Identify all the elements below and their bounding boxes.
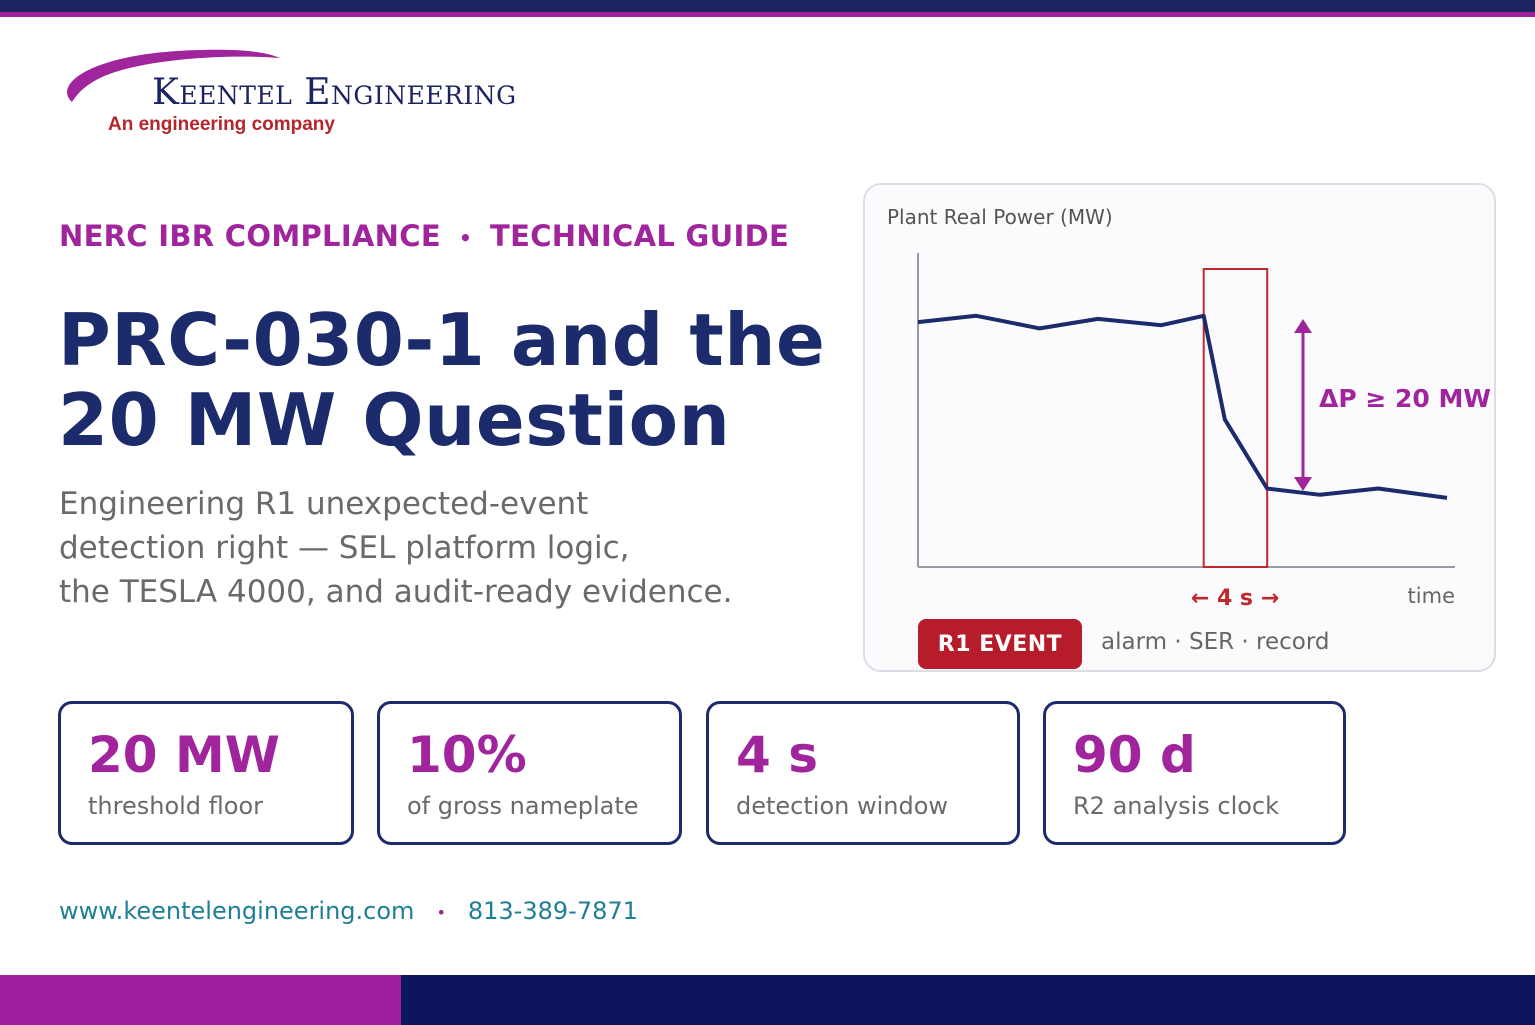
stat-card-analysis-clock: 90 d R2 analysis clock bbox=[1043, 701, 1346, 845]
stat-card-window: 4 s detection window bbox=[706, 701, 1020, 845]
detection-window-box bbox=[1202, 268, 1269, 568]
x-axis-label: time bbox=[1408, 584, 1455, 608]
power-chart: ΔP ≥ 20 MW ← 4 s → time bbox=[917, 253, 1491, 611]
page-title: PRC-030-1 and the 20 MW Question bbox=[58, 300, 838, 460]
logo-tagline: An engineering company bbox=[108, 114, 335, 135]
power-chart-card: Plant Real Power (MW) ΔP ≥ 20 MW ← 4 s →… bbox=[863, 183, 1496, 672]
logo-swoosh-icon bbox=[67, 49, 281, 102]
eyebrow-category: NERC IBR COMPLIANCE bbox=[59, 219, 441, 253]
subtitle-line-3: the TESLA 4000, and audit-ready evidence… bbox=[59, 574, 733, 610]
eyebrow-separator: • bbox=[458, 226, 473, 250]
company-logo[interactable]: Keentel Engineering An engineering compa… bbox=[52, 44, 612, 144]
logo-wordmark: Keentel Engineering bbox=[152, 72, 517, 113]
stat-value: 20 MW bbox=[88, 726, 280, 784]
top-accent-bar bbox=[0, 0, 1535, 12]
stat-value: 10% bbox=[407, 726, 527, 784]
event-actions-note: alarm · SER · record bbox=[1101, 629, 1330, 655]
r1-event-badge: R1 EVENT bbox=[918, 619, 1082, 669]
page-subtitle: Engineering R1 unexpected-event detectio… bbox=[59, 482, 819, 614]
bottom-accent-purple bbox=[0, 975, 401, 1025]
delta-label: ΔP ≥ 20 MW bbox=[1319, 384, 1491, 413]
window-label: ← 4 s → bbox=[1191, 586, 1279, 611]
stat-label: of gross nameplate bbox=[407, 792, 639, 820]
chart-title: Plant Real Power (MW) bbox=[887, 205, 1113, 229]
eyebrow-type: TECHNICAL GUIDE bbox=[490, 219, 790, 253]
phone-number[interactable]: 813-389-7871 bbox=[467, 897, 638, 925]
page-title-line-2: 20 MW Question bbox=[58, 378, 731, 462]
stat-label: R2 analysis clock bbox=[1073, 792, 1280, 820]
subtitle-line-2: detection right — SEL platform logic, bbox=[59, 530, 630, 566]
stat-card-threshold: 20 MW threshold floor bbox=[58, 701, 354, 845]
bottom-accent-navy bbox=[401, 975, 1535, 1025]
stat-card-nameplate: 10% of gross nameplate bbox=[377, 701, 682, 845]
eyebrow-label: NERC IBR COMPLIANCE • TECHNICAL GUIDE bbox=[59, 219, 789, 253]
stat-label: detection window bbox=[736, 792, 949, 820]
stat-label: threshold floor bbox=[88, 792, 264, 820]
stat-value: 90 d bbox=[1073, 726, 1196, 784]
delta-arrow bbox=[1294, 319, 1312, 491]
power-series-line bbox=[917, 313, 1448, 500]
page-title-line-1: PRC-030-1 and the bbox=[58, 298, 826, 382]
contact-info: www.keentelengineering.com • 813-389-7871 bbox=[59, 897, 638, 925]
subtitle-line-1: Engineering R1 unexpected-event bbox=[59, 486, 589, 522]
stat-value: 4 s bbox=[736, 726, 818, 784]
contact-separator: • bbox=[436, 902, 446, 922]
top-accent-stripe bbox=[0, 12, 1535, 17]
website-link[interactable]: www.keentelengineering.com bbox=[59, 897, 415, 925]
